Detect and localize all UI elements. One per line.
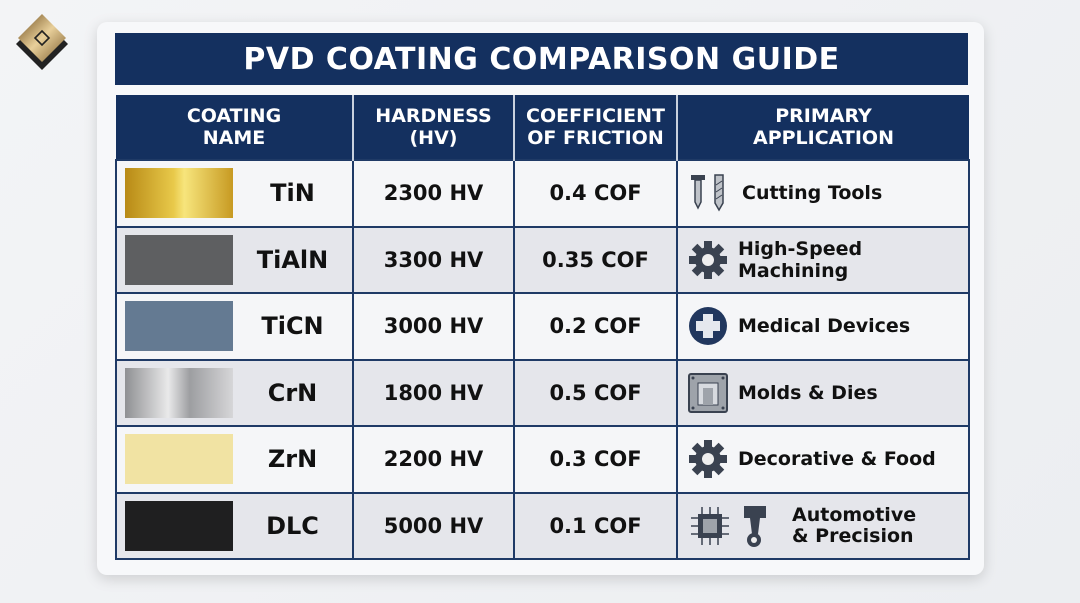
- medical-cross-icon: [688, 306, 728, 346]
- coating-cell: TiCN: [115, 292, 354, 361]
- coating-cell: DLC: [115, 491, 354, 560]
- gear-icon: [688, 439, 728, 479]
- coating-name: DLC: [266, 511, 319, 540]
- table-row: DLC 5000 HV 0.1 COF Automotive & Precisi…: [115, 491, 970, 560]
- color-swatch: [125, 168, 233, 219]
- page-title: PVD COATING COMPARISON GUIDE: [115, 33, 968, 85]
- column-header-line: NAME: [202, 127, 266, 149]
- application-cell: Molds & Dies: [676, 358, 970, 427]
- drill-bits-icon: [688, 173, 732, 213]
- coating-name: TiN: [270, 179, 315, 208]
- column-header-line: COATING: [186, 105, 282, 127]
- column-header-line: (HV): [409, 127, 458, 149]
- cof-cell: 0.2 COF: [513, 292, 678, 361]
- coating-cell: CrN: [115, 358, 354, 427]
- logo-icon: [16, 14, 68, 70]
- application-label: Medical Devices: [738, 315, 911, 338]
- cof-cell: 0.3 COF: [513, 425, 678, 494]
- hardness-cell: 1800 HV: [352, 358, 515, 427]
- cof-cell: 0.1 COF: [513, 491, 678, 560]
- coating-cell: TiAlN: [115, 225, 354, 294]
- application-cell: High-Speed Machining: [676, 225, 970, 294]
- application-label: Automotive & Precision: [792, 503, 917, 547]
- mold-icon: [688, 372, 728, 413]
- coating-cell: ZrN: [115, 425, 354, 494]
- gear-icon: [688, 240, 728, 280]
- table-row: TiCN 3000 HV 0.2 COF Medical Devices: [115, 292, 970, 361]
- hardness-cell: 3300 HV: [352, 225, 515, 294]
- column-header: COEFFICIENT OF FRICTION: [514, 95, 678, 160]
- application-cell: Medical Devices: [676, 292, 970, 361]
- table-row: ZrN 2200 HV 0.3 COF Decorative & Food: [115, 425, 970, 494]
- application-label: Molds & Dies: [738, 381, 878, 404]
- application-cell: Cutting Tools: [676, 159, 970, 228]
- column-header-line: APPLICATION: [753, 127, 894, 149]
- coating-name: TiAlN: [256, 245, 329, 274]
- cof-cell: 0.5 COF: [513, 358, 678, 427]
- column-header-line: PRIMARY: [775, 105, 872, 127]
- table-row: TiAlN 3300 HV 0.35 COF High-Speed Machin…: [115, 225, 970, 294]
- color-swatch: [125, 434, 233, 485]
- color-swatch: [125, 234, 233, 285]
- coating-name: CrN: [267, 378, 318, 407]
- application-label: Decorative & Food: [738, 448, 936, 471]
- column-header-line: COEFFICIENT: [526, 105, 665, 127]
- coating-name: ZrN: [267, 445, 318, 474]
- hardness-cell: 2300 HV: [352, 159, 515, 228]
- chip-piston-icon: [688, 504, 772, 548]
- hardness-cell: 5000 HV: [352, 491, 515, 560]
- cof-cell: 0.4 COF: [513, 159, 678, 228]
- coating-cell: TiN: [115, 159, 354, 228]
- hardness-cell: 2200 HV: [352, 425, 515, 494]
- cof-cell: 0.35 COF: [513, 225, 678, 294]
- application-cell: Decorative & Food: [676, 425, 970, 494]
- hardness-cell: 3000 HV: [352, 292, 515, 361]
- column-header: PRIMARY APPLICATION: [677, 95, 969, 160]
- coating-name: TiCN: [261, 312, 324, 341]
- column-header: HARDNESS (HV): [353, 95, 515, 160]
- column-header-line: HARDNESS: [375, 105, 492, 127]
- color-swatch: [125, 500, 233, 551]
- coating-table: COATING NAME HARDNESS (HV) COEFFICIENT OF FRI…: [115, 95, 970, 560]
- table-row: TiN 2300 HV 0.4 COF Cutting Tools: [115, 159, 970, 228]
- color-swatch: [125, 301, 233, 352]
- application-label: High-Speed Machining: [738, 237, 863, 282]
- table-row: CrN 1800 HV 0.5 COF Molds & Dies: [115, 358, 970, 427]
- column-header: COATING NAME: [116, 95, 354, 160]
- application-label: Cutting Tools: [742, 182, 883, 205]
- column-header-line: OF FRICTION: [527, 127, 664, 149]
- color-swatch: [125, 367, 233, 418]
- application-cell: Automotive & Precision: [676, 491, 970, 560]
